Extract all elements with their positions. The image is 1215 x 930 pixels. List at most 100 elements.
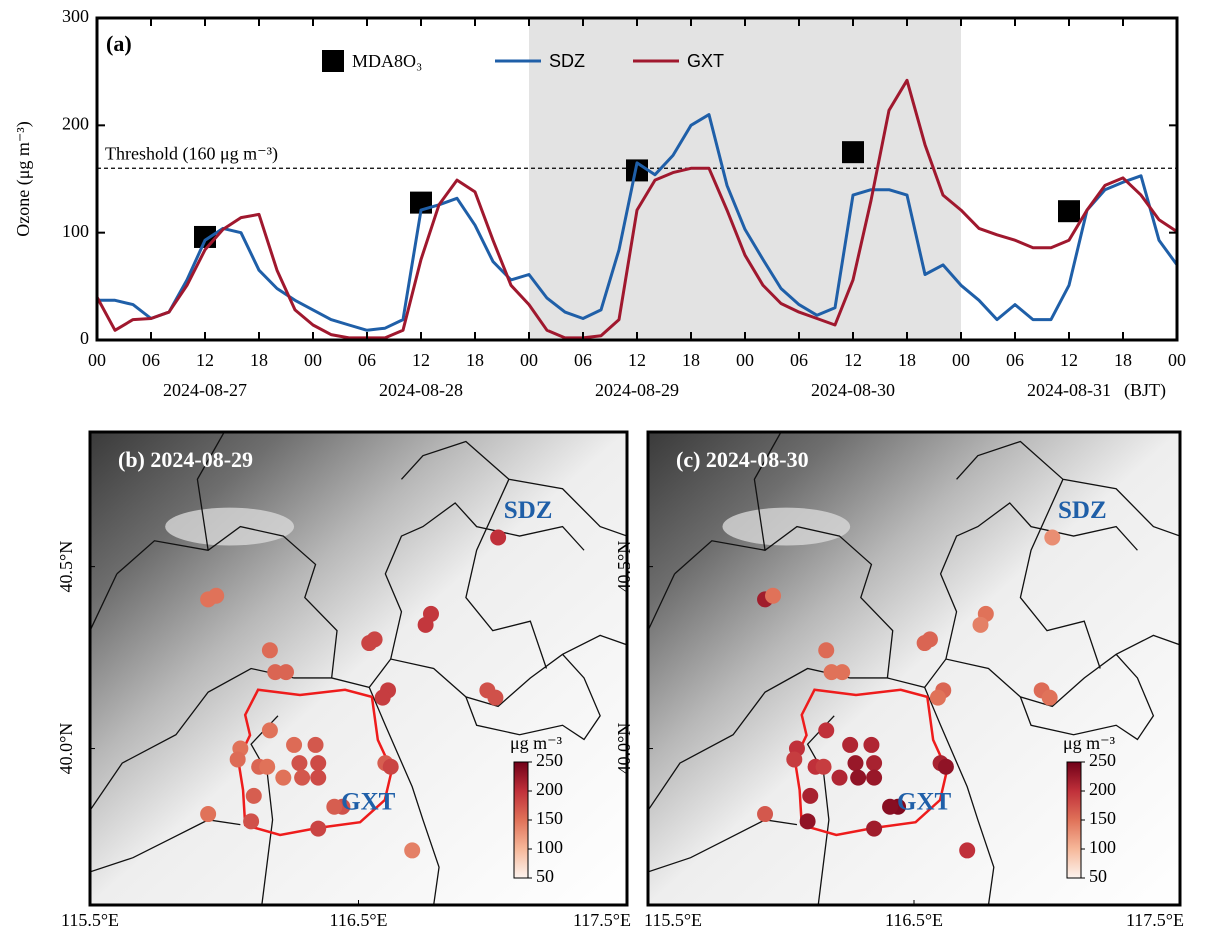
station-point [765, 588, 781, 604]
station-point [361, 635, 377, 651]
x-tick-label: 00 [88, 350, 106, 370]
x-tick-label: 06 [358, 350, 376, 370]
station-point [818, 642, 834, 658]
mda8-marker [1058, 200, 1080, 222]
colorbar-tick-label: 200 [536, 779, 563, 799]
panel-title: (b) 2024-08-29 [118, 447, 253, 472]
station-point [310, 821, 326, 837]
x-tick-label: 00 [952, 350, 970, 370]
x-tick-label: 117.5°E [573, 910, 631, 930]
x-tick-label: 06 [1006, 350, 1024, 370]
station-point [818, 722, 834, 738]
station-point [882, 799, 898, 815]
station-point [800, 813, 816, 829]
station-point [866, 821, 882, 837]
station-point [310, 755, 326, 771]
legend-label: GXT [687, 51, 724, 71]
x-tick-label: 115.5°E [61, 910, 119, 930]
station-point [1042, 690, 1058, 706]
x-tick-label: 18 [682, 350, 700, 370]
x-tick-label: 12 [628, 350, 646, 370]
station-point [259, 759, 275, 775]
colorbar [1067, 762, 1081, 878]
station-point [490, 530, 506, 546]
station-point [404, 842, 420, 858]
station-point [938, 759, 954, 775]
x-tick-label: 12 [1060, 350, 1078, 370]
colorbar-tick-label: 50 [1089, 866, 1107, 886]
date-label: 2024-08-27 [163, 380, 247, 400]
station-point [326, 799, 342, 815]
y-tick-label: 300 [62, 6, 89, 26]
x-tick-label: 116.5°E [329, 910, 387, 930]
colorbar-tick-label: 250 [1089, 750, 1116, 770]
date-label: 2024-08-28 [379, 380, 463, 400]
page: Threshold (160 μg m⁻³)000612180006121800… [0, 0, 1215, 930]
station-point [832, 770, 848, 786]
station-point [802, 788, 818, 804]
station-point [308, 737, 324, 753]
x-tick-label: 18 [898, 350, 916, 370]
mda8-marker [842, 141, 864, 163]
colorbar-tick-label: 150 [536, 808, 563, 828]
station-point [834, 664, 850, 680]
station-point [816, 759, 832, 775]
x-tick-label: 18 [466, 350, 484, 370]
station-point [278, 664, 294, 680]
plain-highlight [722, 508, 850, 546]
x-tick-label: 12 [412, 350, 430, 370]
station-point [383, 759, 399, 775]
station-point [200, 806, 216, 822]
site-label: SDZ [504, 497, 553, 524]
station-point [262, 642, 278, 658]
station-point [230, 751, 246, 767]
station-point [842, 737, 858, 753]
station-point [847, 755, 863, 771]
x-tick-label: 00 [1168, 350, 1186, 370]
shaded-period [529, 18, 961, 340]
y-tick-label: 40.5°N [614, 541, 634, 593]
x-tick-label: 00 [304, 350, 322, 370]
station-point [850, 770, 866, 786]
mda8-marker [194, 226, 216, 248]
legend-label: MDA8O₃ [352, 51, 422, 71]
x-tick-label: 06 [790, 350, 808, 370]
plain-highlight [165, 508, 294, 546]
station-point [208, 588, 224, 604]
legend-marker [322, 50, 344, 72]
x-tick-label: 117.5°E [1126, 910, 1184, 930]
site-label: GXT [341, 788, 396, 815]
station-point [243, 813, 259, 829]
x-tick-label: 18 [1114, 350, 1132, 370]
site-label: GXT [897, 788, 952, 815]
x-tick-label: 18 [250, 350, 268, 370]
y-tick-label: 40.0°N [56, 723, 76, 775]
station-point [246, 788, 262, 804]
station-point [310, 770, 326, 786]
station-point [487, 690, 503, 706]
station-point [291, 755, 307, 771]
station-point [418, 617, 434, 633]
colorbar-tick-label: 250 [536, 750, 563, 770]
station-point [757, 806, 773, 822]
date-label: 2024-08-29 [595, 380, 679, 400]
station-point [866, 755, 882, 771]
threshold-label: Threshold (160 μg m⁻³) [105, 143, 278, 164]
station-point [930, 690, 946, 706]
date-label: 2024-08-31 [1027, 380, 1111, 400]
site-label: SDZ [1058, 497, 1107, 524]
station-point [262, 722, 278, 738]
x-tick-label: 12 [844, 350, 862, 370]
x-tick-label: 06 [574, 350, 592, 370]
y-axis-label: Ozone (μg m⁻³) [13, 121, 34, 237]
y-tick-label: 0 [80, 328, 89, 348]
time-zone-label: (BJT) [1124, 380, 1166, 401]
x-tick-label: 115.5°E [644, 910, 702, 930]
x-tick-label: 00 [736, 350, 754, 370]
colorbar-tick-label: 150 [1089, 808, 1116, 828]
station-point [866, 770, 882, 786]
y-tick-label: 100 [62, 221, 89, 241]
station-point [286, 737, 302, 753]
station-point [863, 737, 879, 753]
x-tick-label: 116.5°E [885, 910, 943, 930]
